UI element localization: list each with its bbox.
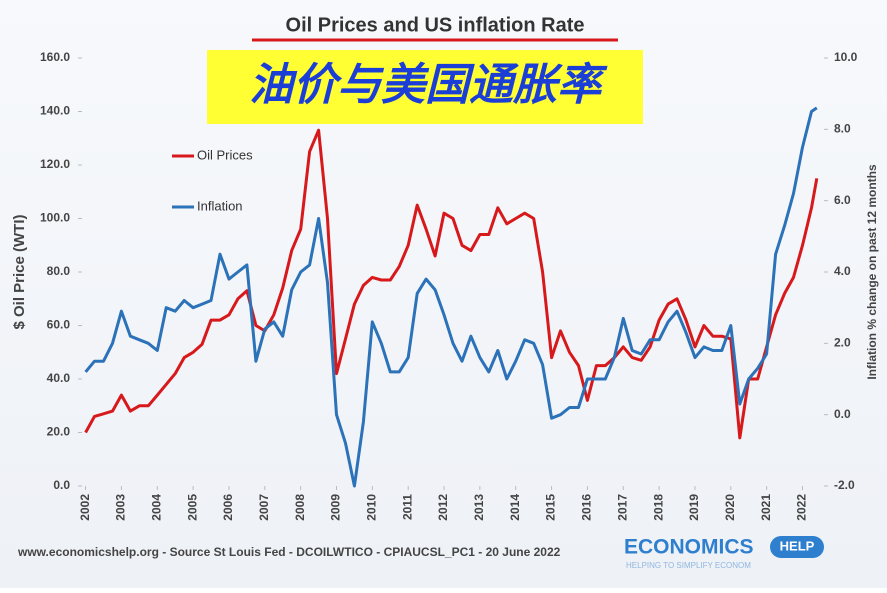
x-tick-label: 2008 — [293, 494, 307, 521]
logo-badge — [770, 536, 824, 558]
subtitle-banner — [207, 50, 643, 124]
x-tick-label: 2022 — [795, 494, 809, 521]
x-tick-label: 2005 — [185, 494, 199, 521]
x-tick-label: 2007 — [257, 494, 271, 521]
x-tick-label: 2006 — [221, 494, 235, 521]
y-tick-label: 120.0 — [40, 157, 70, 171]
y-tick-label: 40.0 — [47, 371, 71, 385]
x-tick-label: 2012 — [436, 494, 450, 521]
y-tick-label: 160.0 — [40, 50, 70, 64]
y2-tick-label: 2.0 — [834, 336, 851, 350]
source-note: www.economicshelp.org - Source St Louis … — [17, 545, 561, 559]
y-axis-label: $ Oil Price (WTI) — [11, 214, 28, 329]
x-tick-label: 2009 — [329, 494, 343, 521]
x-tick-label: 2004 — [149, 494, 163, 521]
x-tick-label: 2013 — [472, 494, 486, 521]
y2-tick-label: 10.0 — [834, 50, 858, 64]
logo-badge-text: HELP — [780, 538, 815, 553]
chart-title: Oil Prices and US inflation Rate — [286, 14, 585, 36]
x-tick-label: 2015 — [544, 494, 558, 521]
logo-text: ECONOMICS — [624, 536, 754, 559]
y-tick-label: 100.0 — [40, 211, 70, 225]
x-tick-label: 2003 — [114, 494, 128, 521]
logo-tagline: HELPING TO SIMPLIFY ECONOM — [626, 561, 751, 570]
legend-label: Oil Prices — [197, 147, 253, 162]
x-tick-label: 2017 — [615, 494, 629, 521]
x-tick-label: 2019 — [687, 494, 701, 521]
y-tick-label: 140.0 — [40, 104, 70, 118]
x-tick-label: 2011 — [400, 494, 414, 520]
y-tick-label: 60.0 — [47, 318, 71, 332]
x-tick-label: 2010 — [365, 494, 379, 521]
x-tick-label: 2002 — [78, 494, 92, 521]
x-tick-label: 2016 — [580, 494, 594, 521]
y2-tick-label: 8.0 — [834, 122, 851, 136]
x-tick-label: 2020 — [723, 494, 737, 521]
subtitle: 油价与美国通胀率 — [249, 61, 608, 110]
y2-tick-label: 0.0 — [834, 407, 851, 421]
y-tick-label: 20.0 — [47, 425, 71, 439]
y2-axis-label: Inflation % change on past 12 months — [865, 164, 879, 380]
x-tick-label: 2021 — [759, 494, 773, 521]
data-line — [84, 106, 818, 488]
x-tick-label: 2014 — [508, 494, 522, 521]
data-line — [84, 128, 819, 440]
x-tick-label: 2018 — [651, 494, 665, 521]
y-tick-label: 80.0 — [47, 264, 71, 278]
y-tick-label: 0.0 — [53, 478, 70, 492]
y2-tick-label: 6.0 — [834, 193, 851, 207]
y2-tick-label: -2.0 — [834, 478, 855, 492]
y2-tick-label: 4.0 — [834, 264, 851, 278]
legend-label: Inflation — [197, 198, 243, 213]
